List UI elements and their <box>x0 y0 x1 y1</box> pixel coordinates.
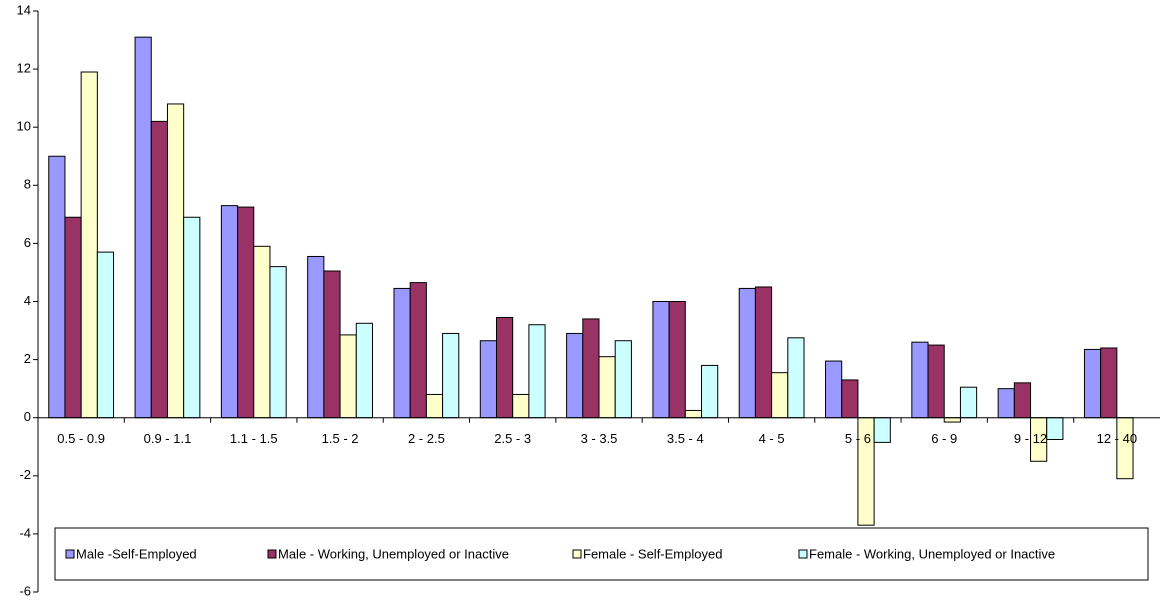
bar <box>442 332 460 419</box>
bar <box>48 155 66 419</box>
bar <box>96 251 115 419</box>
x-tick-label: 1.5 - 2 <box>322 431 359 446</box>
bar <box>684 409 703 419</box>
bar <box>754 286 773 419</box>
bar <box>598 356 616 419</box>
bar <box>582 318 600 419</box>
bar <box>566 332 584 419</box>
bar <box>409 282 427 419</box>
legend-box <box>54 527 1149 581</box>
bar <box>323 270 341 419</box>
bar <box>150 120 168 419</box>
bar <box>339 334 357 419</box>
x-tick-label: 2 - 2.5 <box>408 431 445 446</box>
bar <box>166 103 185 419</box>
x-tick-label: 5 - 6 <box>845 431 871 446</box>
bar <box>307 255 325 419</box>
bar <box>134 36 152 419</box>
x-tick-label: 1.1 - 1.5 <box>230 431 278 446</box>
bar <box>253 245 271 419</box>
bar <box>1046 417 1064 440</box>
bar <box>959 386 978 419</box>
bar <box>1116 417 1134 480</box>
x-tick-label: 2.5 - 3 <box>494 431 531 446</box>
bar <box>64 216 82 419</box>
bar <box>355 322 373 419</box>
bar <box>701 364 719 419</box>
bar <box>528 324 546 419</box>
y-tick-label: 10 <box>17 119 31 134</box>
legend-swatch <box>65 549 75 559</box>
y-tick-label: 14 <box>17 2 31 17</box>
y-tick-label: 12 <box>17 61 31 76</box>
legend-swatch <box>572 549 582 559</box>
bar <box>495 316 514 419</box>
bar <box>479 340 497 419</box>
x-tick-label: 9 - 12 <box>1014 431 1047 446</box>
bar <box>269 266 287 419</box>
bar <box>738 287 756 419</box>
legend-label: Female - Self-Employed <box>583 546 722 561</box>
x-tick-label: 6 - 9 <box>931 431 957 446</box>
x-tick-label: 3.5 - 4 <box>667 431 704 446</box>
x-tick-label: 3 - 3.5 <box>581 431 618 446</box>
bar <box>425 393 444 419</box>
legend-label: Male - Working, Unemployed or Inactive <box>278 546 509 561</box>
bar <box>911 341 929 419</box>
x-tick-label: 0.9 - 1.1 <box>144 431 192 446</box>
bar <box>652 301 670 419</box>
bar <box>614 340 632 419</box>
bar <box>1100 347 1118 419</box>
bar <box>997 388 1015 419</box>
y-tick-label: 0 <box>24 409 31 424</box>
bar <box>220 205 239 419</box>
y-tick-label: 4 <box>24 293 31 308</box>
legend-swatch <box>267 549 277 559</box>
bar <box>512 393 530 419</box>
y-tick-label: 8 <box>24 177 31 192</box>
bar <box>668 301 686 419</box>
bar <box>825 360 843 419</box>
y-tick-label: -4 <box>19 525 31 540</box>
y-tick-label: -2 <box>19 467 31 482</box>
bar <box>927 344 945 419</box>
x-tick-label: 4 - 5 <box>759 431 785 446</box>
x-tick-label: 0.5 - 0.9 <box>57 431 105 446</box>
bar <box>943 417 961 423</box>
legend-label: Female - Working, Unemployed or Inactive <box>809 546 1055 561</box>
x-tick-label: 12 - 40 <box>1097 431 1137 446</box>
bar <box>841 379 859 419</box>
bar <box>237 206 255 419</box>
bar <box>787 337 805 419</box>
bar <box>183 216 201 419</box>
legend-swatch <box>798 549 808 559</box>
bar <box>80 71 98 419</box>
bar <box>393 287 411 419</box>
bar <box>771 372 789 419</box>
bar <box>1083 348 1102 419</box>
y-tick-label: 2 <box>24 351 31 366</box>
bar <box>873 417 891 443</box>
y-tick-label: -6 <box>19 583 31 598</box>
bar <box>1013 382 1032 419</box>
y-tick-label: 6 <box>24 235 31 250</box>
legend-label: Male -Self-Employed <box>76 546 197 561</box>
